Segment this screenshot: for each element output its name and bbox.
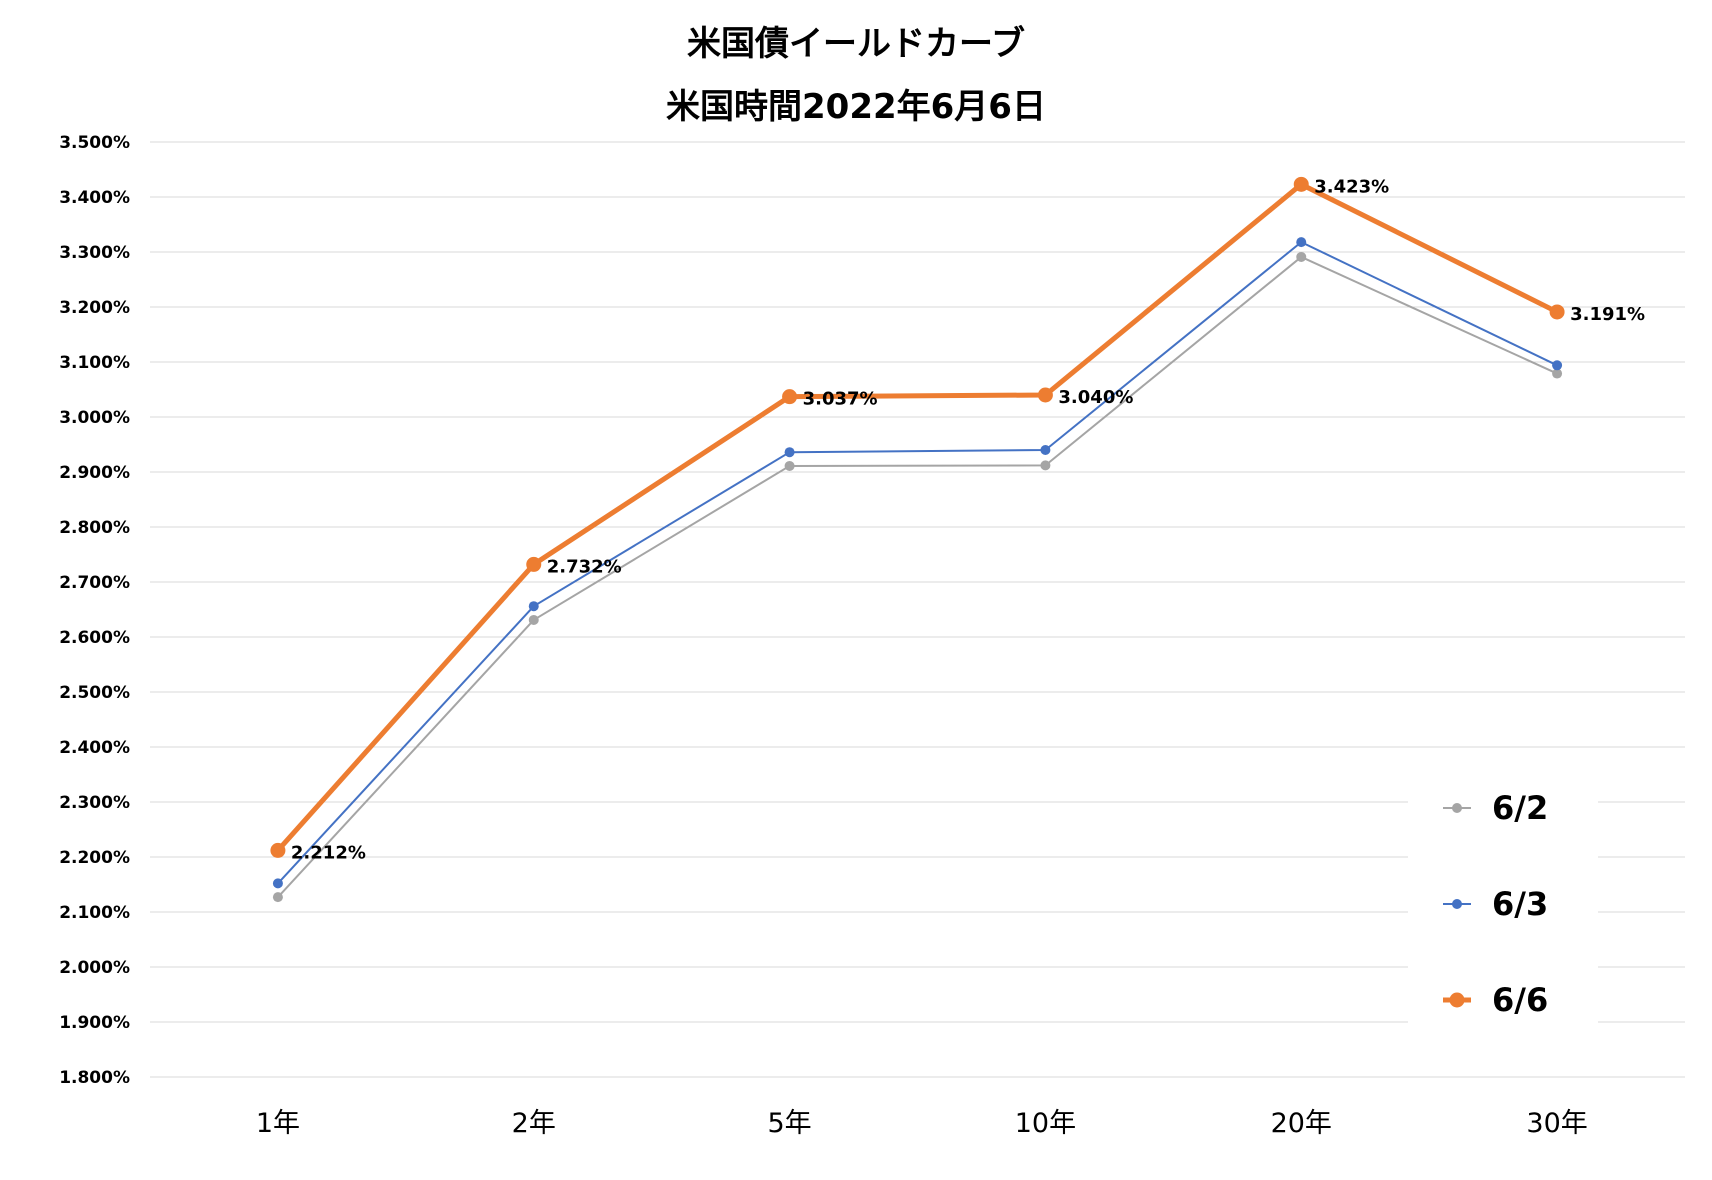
data-point bbox=[270, 842, 286, 858]
data-point bbox=[1040, 445, 1051, 455]
data-label: 2.212% bbox=[291, 842, 366, 863]
x-axis-tick-labels: 1年 2年 5年 10年 20年 30年 bbox=[256, 1108, 1588, 1139]
y-tick-label: 3.200% bbox=[59, 298, 130, 318]
y-tick-label: 2.300% bbox=[59, 793, 130, 813]
legend-item: 6/6 bbox=[1443, 981, 1548, 1019]
legend-background bbox=[1408, 760, 1598, 1030]
series-6-6 bbox=[270, 176, 1565, 858]
data-point bbox=[528, 614, 539, 625]
data-point bbox=[1549, 304, 1565, 320]
x-tick-label: 1年 bbox=[256, 1108, 300, 1139]
legend-item: 6/2 bbox=[1443, 789, 1548, 827]
data-label: 3.037% bbox=[803, 389, 878, 410]
data-point bbox=[528, 601, 539, 612]
data-point bbox=[272, 878, 283, 889]
y-tick-label: 2.500% bbox=[59, 683, 130, 703]
x-tick-label: 5年 bbox=[767, 1108, 811, 1139]
legend-dot-marker bbox=[1452, 899, 1462, 909]
x-tick-label: 30年 bbox=[1526, 1108, 1587, 1139]
y-tick-label: 2.200% bbox=[59, 848, 130, 868]
data-point bbox=[272, 892, 283, 903]
legend-label: 6/3 bbox=[1492, 885, 1548, 923]
y-tick-label: 3.500% bbox=[59, 133, 130, 153]
data-label: 2.732% bbox=[547, 556, 622, 577]
series-6-3 bbox=[272, 237, 1563, 889]
legend: 6/2 6/3 6/6 bbox=[1408, 760, 1598, 1030]
data-point bbox=[782, 389, 798, 405]
chart-subtitle: 米国時間2022年6月6日 bbox=[666, 87, 1046, 127]
legend-dot-marker bbox=[1449, 992, 1465, 1008]
data-point bbox=[1040, 460, 1051, 471]
y-axis-tick-labels: 1.800% 1.900% 2.000% 2.100% 2.200% 2.300% 2.40… bbox=[59, 133, 130, 1088]
data-point bbox=[1552, 368, 1563, 379]
series-line bbox=[277, 255, 1558, 898]
series-6-2 bbox=[272, 251, 1563, 903]
data-point bbox=[1296, 251, 1307, 262]
legend-label: 6/2 bbox=[1492, 789, 1548, 827]
y-tick-label: 2.000% bbox=[59, 958, 130, 978]
y-tick-label: 2.800% bbox=[59, 518, 130, 538]
series-lines bbox=[270, 176, 1565, 903]
x-tick-label: 20年 bbox=[1271, 1108, 1332, 1139]
data-labels: 2.212% 2.732% 3.037% 3.040% 3.423% 3.191% bbox=[291, 176, 1645, 863]
data-point bbox=[1037, 387, 1053, 403]
data-point bbox=[784, 460, 795, 471]
legend-item: 6/3 bbox=[1443, 885, 1548, 923]
legend-label: 6/6 bbox=[1492, 981, 1548, 1019]
data-point bbox=[526, 556, 542, 572]
data-point bbox=[1293, 176, 1309, 192]
gridlines bbox=[150, 141, 1685, 1078]
data-point bbox=[1296, 237, 1307, 248]
x-tick-label: 2年 bbox=[512, 1108, 556, 1139]
y-tick-label: 2.100% bbox=[59, 903, 130, 923]
y-tick-label: 1.800% bbox=[59, 1068, 130, 1088]
y-tick-label: 3.400% bbox=[59, 188, 130, 208]
y-tick-label: 2.600% bbox=[59, 628, 130, 648]
data-point bbox=[784, 447, 795, 458]
data-point bbox=[1552, 360, 1563, 371]
series-line bbox=[277, 241, 1558, 885]
data-label: 3.191% bbox=[1570, 304, 1645, 325]
y-tick-label: 3.100% bbox=[59, 353, 130, 373]
legend-dot-marker bbox=[1452, 803, 1462, 813]
y-tick-label: 3.000% bbox=[59, 408, 130, 428]
y-tick-label: 2.700% bbox=[59, 573, 130, 593]
y-tick-label: 1.900% bbox=[59, 1013, 130, 1033]
x-tick-label: 10年 bbox=[1015, 1108, 1076, 1139]
data-label: 3.423% bbox=[1314, 176, 1389, 197]
series-line bbox=[276, 181, 1559, 853]
chart-title: 米国債イールドカーブ bbox=[687, 24, 1025, 64]
y-tick-label: 3.300% bbox=[59, 243, 130, 263]
data-label: 3.040% bbox=[1058, 387, 1133, 408]
y-tick-label: 2.900% bbox=[59, 463, 130, 483]
y-tick-label: 2.400% bbox=[59, 738, 130, 758]
